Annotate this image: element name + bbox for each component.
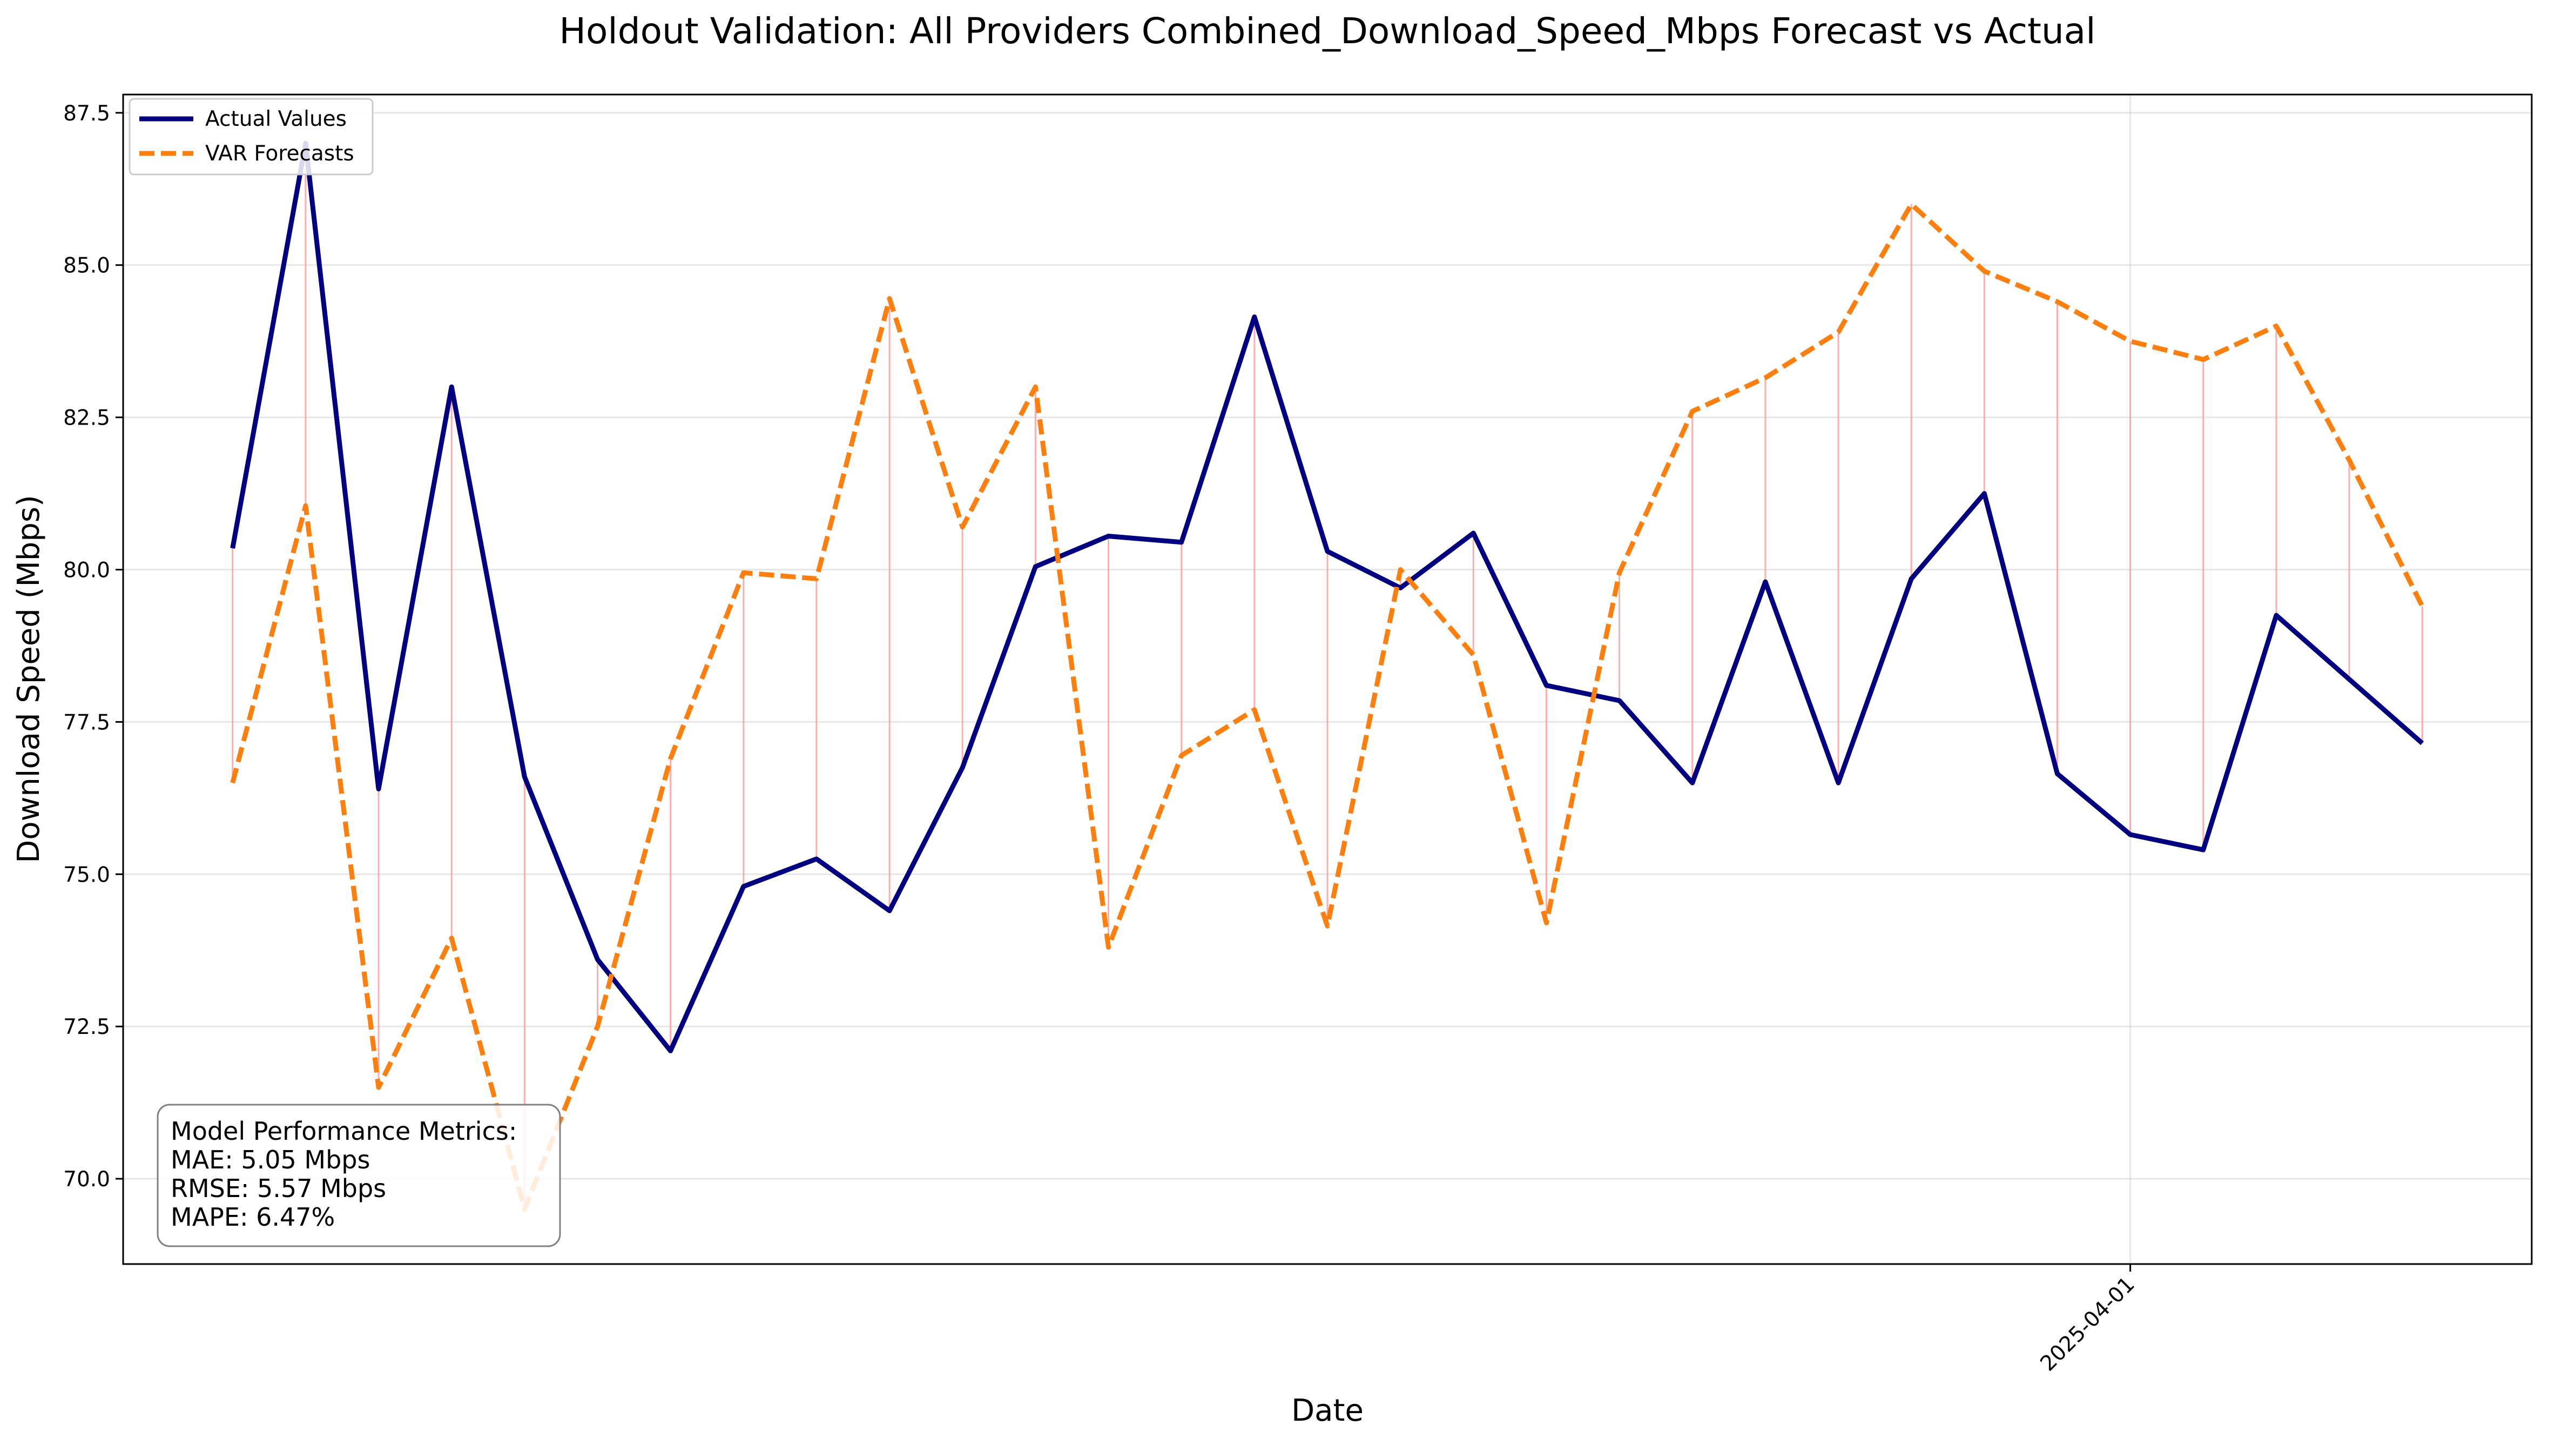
series-lines: [230, 140, 2425, 1212]
y-axis-label: Download Speed (Mbps): [11, 495, 46, 863]
metrics-box-frame: [157, 1104, 561, 1247]
y-tick-label: 82.5: [63, 406, 110, 431]
plot-frame: [122, 93, 2533, 1265]
x-axis-label: Date: [1291, 1393, 1364, 1428]
y-tick-label: 70.0: [63, 1167, 110, 1192]
y-axis-ticks: 70.0 72.5 75.0 77.5 80.0 82.5 85.0 87.5: [63, 102, 123, 1192]
legend: Actual Values VAR Forecasts: [129, 98, 374, 176]
metrics-rmse: RMSE: 5.57 Mbps: [171, 1174, 386, 1203]
y-tick-label: 85.0: [63, 254, 110, 278]
y-tick-label: 87.5: [63, 102, 110, 126]
legend-label-actual: Actual Values: [205, 107, 347, 131]
y-tick-label: 72.5: [63, 1015, 110, 1039]
y-tick-label: 80.0: [63, 559, 110, 583]
metrics-mape: MAPE: 6.47%: [171, 1202, 335, 1232]
series-line-actual: [230, 140, 2424, 1053]
error-lines: [232, 143, 2423, 1209]
metrics-heading: Model Performance Metrics:: [171, 1117, 517, 1146]
y-tick-label: 75.0: [63, 863, 110, 887]
chart-title: Holdout Validation: All Providers Combin…: [559, 10, 2095, 52]
metrics-annotation: Model Performance Metrics: MAE: 5.05 Mbp…: [157, 1104, 561, 1247]
series-line-forecast: [230, 201, 2425, 1212]
metrics-mae: MAE: 5.05 Mbps: [171, 1145, 370, 1174]
legend-label-forecast: VAR Forecasts: [205, 142, 354, 166]
y-tick-label: 77.5: [63, 710, 110, 735]
